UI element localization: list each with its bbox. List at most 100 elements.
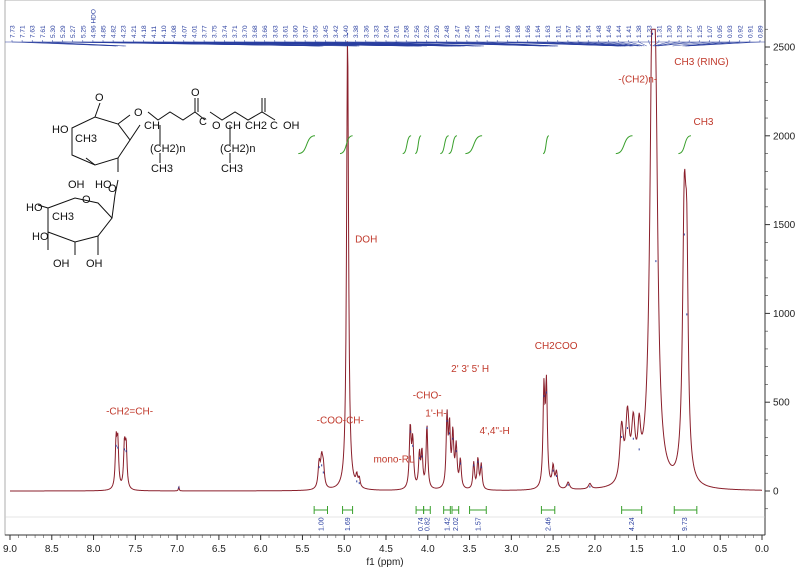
peak-label: 1.33 <box>646 25 653 38</box>
mol-label: OH <box>68 179 85 191</box>
peak-label: 0.95 <box>717 25 724 38</box>
peak-label: 1.68 <box>515 25 522 38</box>
x-tick-label: 1.5 <box>630 544 644 555</box>
mol-label: HO <box>32 231 49 243</box>
peak-annotation: 1'-H- <box>425 408 446 419</box>
mol-label: OH <box>53 258 70 270</box>
peak-label: 1.63 <box>545 25 552 38</box>
peak-label: 1.71 <box>495 25 502 38</box>
peak-label-leader <box>577 40 632 47</box>
peak-label: 4.23 <box>121 25 128 38</box>
x-tick-label: 7.5 <box>128 544 142 555</box>
peak-annotation: CH3 (RING) <box>674 57 728 68</box>
peak-label-leader <box>21 40 118 47</box>
x-tick-label: 6.0 <box>254 544 268 555</box>
peak-label: 3.71 <box>232 25 239 38</box>
peak-label: 4.10 <box>161 25 168 38</box>
peak-label: 3.63 <box>272 25 279 38</box>
integral-curve <box>339 135 353 155</box>
integral-value: 1.42 <box>445 517 452 531</box>
integral-curve <box>465 135 483 155</box>
peak-label: 7.73 <box>10 25 17 38</box>
peak-label: 2.50 <box>434 25 441 38</box>
integral-curve <box>298 135 316 155</box>
integral-value: 4.24 <box>629 517 636 531</box>
peak-label: 1.30 <box>667 25 674 38</box>
peak-label: 4.01 <box>191 25 198 38</box>
peak-label-leader <box>82 40 324 47</box>
peak-label: 3.60 <box>293 25 300 38</box>
peak-label-leader <box>672 40 710 47</box>
peak-label: 3.77 <box>202 25 209 38</box>
y-tick-label: 2000 <box>773 131 796 142</box>
peak-label: 2.64 <box>384 25 391 38</box>
x-tick-label: 2.0 <box>588 544 602 555</box>
peak-label: 5.25 <box>80 25 87 38</box>
mol-label: CH <box>225 120 241 132</box>
peak-label-leader <box>653 40 670 47</box>
peak-label: 1.38 <box>636 25 643 38</box>
peak-annotation: mono-RL <box>373 455 415 466</box>
integral-value: 1.00 <box>318 517 325 531</box>
ring-top-bond <box>117 114 131 125</box>
x-tick-label: 0.5 <box>713 544 727 555</box>
integral-curve <box>414 135 422 155</box>
integral-value: 1.57 <box>475 517 482 531</box>
peak-label-leader <box>547 40 626 47</box>
ring-top-bond <box>129 124 141 141</box>
peak-label: 2.45 <box>464 25 471 38</box>
peak-label: 3.70 <box>242 25 249 38</box>
y-tick-label: 500 <box>773 398 790 409</box>
peak-annotation: -CHO- <box>413 391 442 402</box>
peak-label: 7.61 <box>40 25 47 38</box>
molecule-labels: HO OH CH3 O O CH O C O CH CH2 C OH (CH2)… <box>26 87 300 270</box>
peak-label: 1.07 <box>707 25 714 38</box>
peak-label: 2.48 <box>444 25 451 38</box>
peak-label: 3.66 <box>262 25 269 38</box>
mol-label: O <box>108 183 117 195</box>
peak-annotation: CH2COO <box>535 341 578 352</box>
x-tick-label: 2.5 <box>546 544 560 555</box>
peak-label: 2.58 <box>404 25 411 38</box>
mol-label: O <box>95 92 104 104</box>
peak-label-leader <box>587 40 634 47</box>
peak-label: 2.61 <box>394 25 401 38</box>
peak-label: 1.57 <box>565 25 572 38</box>
peak-label: 3.75 <box>212 25 219 38</box>
mol-label: CH3 <box>151 163 173 175</box>
x-tick-label: 5.5 <box>295 544 309 555</box>
peak-label: 3.40 <box>343 25 350 38</box>
peak-label-leader <box>598 40 639 47</box>
x-tick-label: 6.5 <box>212 544 226 555</box>
peak-label-leader <box>112 40 360 47</box>
mol-label: OH <box>86 258 103 270</box>
peak-label: 1.64 <box>535 25 542 38</box>
annotations: -CH2=CH- -COO-CH- DOH mono-RL -CHO- 1'-H- 2' 3… <box>106 57 729 466</box>
peak-label-leader <box>476 40 559 47</box>
x-ticks: 9.0 8.5 8.0 7.5 7.0 6.5 6.0 5.5 5.0 4.5 4.0 3.5 3.0 2… <box>3 535 769 555</box>
mol-label: O <box>191 87 200 99</box>
integral-curve <box>402 135 412 155</box>
peak-label: 3.38 <box>353 25 360 38</box>
integral-curves <box>298 135 692 155</box>
peak-annotation: -CH2=CH- <box>106 407 153 418</box>
mol-label: O <box>212 120 221 132</box>
peak-annotation: 2' 3' 5' H <box>451 364 489 375</box>
peak-label-leader <box>638 40 647 47</box>
peak-label: 1.41 <box>626 25 633 38</box>
mol-label: (CH2)n <box>150 143 185 155</box>
x-tick-label: 3.5 <box>463 544 477 555</box>
mol-label: CH <box>144 120 160 132</box>
peak-label: 3.45 <box>323 25 330 38</box>
chain-bond <box>147 111 206 121</box>
peak-label-leader <box>654 40 680 47</box>
y-tick-label: 0 <box>773 487 779 498</box>
mol-label: C <box>199 116 207 128</box>
peak-label: 1.46 <box>606 25 613 38</box>
x-tick-label: 8.5 <box>45 544 59 555</box>
peak-label-leader <box>608 40 641 47</box>
peak-annotation: -(CH2)n- <box>618 75 657 86</box>
integral-curve <box>615 135 633 155</box>
